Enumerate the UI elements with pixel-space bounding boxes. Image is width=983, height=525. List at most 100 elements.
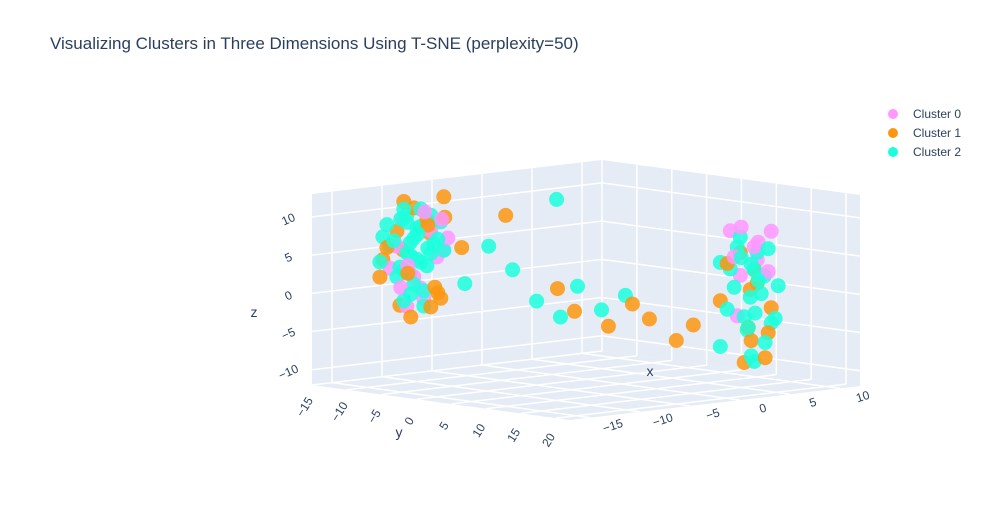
point-cluster-1[interactable] xyxy=(685,317,701,333)
point-cluster-2[interactable] xyxy=(430,231,446,247)
z-gridline-side xyxy=(601,334,861,372)
point-cluster-2[interactable] xyxy=(505,262,521,278)
x-axis-title: x xyxy=(647,363,654,379)
point-cluster-1[interactable] xyxy=(743,333,759,349)
x-gridline-floor xyxy=(331,381,591,419)
point-cluster-2[interactable] xyxy=(743,256,759,272)
legend-item-cluster-1[interactable]: Cluster 1 xyxy=(884,123,961,142)
y-gridline-floor xyxy=(451,369,742,405)
x-gridline-floor xyxy=(581,352,841,390)
y-axis-title: y xyxy=(396,424,403,440)
point-cluster-2[interactable] xyxy=(393,211,409,227)
point-cluster-1[interactable] xyxy=(427,279,443,295)
point-cluster-1[interactable] xyxy=(498,207,514,223)
point-cluster-1[interactable] xyxy=(624,296,640,312)
point-cluster-1[interactable] xyxy=(423,299,439,315)
point-cluster-2[interactable] xyxy=(760,241,776,257)
point-cluster-2[interactable] xyxy=(770,278,786,294)
x-gridline-floor xyxy=(531,358,791,395)
point-cluster-0[interactable] xyxy=(417,204,433,220)
y-tick-label: 0 xyxy=(401,414,417,427)
z-tick-label: 10 xyxy=(279,210,297,228)
y-tick-label: −15 xyxy=(293,394,316,419)
point-cluster-2[interactable] xyxy=(372,254,388,270)
scene-points xyxy=(372,189,786,370)
point-cluster-2[interactable] xyxy=(457,276,473,292)
y-tick-label: 15 xyxy=(504,426,523,445)
x-gridline-floor xyxy=(381,376,641,413)
y-gridline-floor xyxy=(311,350,603,386)
point-cluster-2[interactable] xyxy=(386,233,402,249)
legend: Cluster 0 Cluster 1 Cluster 2 xyxy=(884,104,961,161)
z-gridline-side xyxy=(601,182,861,219)
y-gridline-floor xyxy=(555,383,847,419)
point-cluster-1[interactable] xyxy=(550,281,565,297)
point-cluster-0[interactable] xyxy=(434,211,450,227)
point-cluster-2[interactable] xyxy=(743,348,759,364)
legend-item-cluster-2[interactable]: Cluster 2 xyxy=(884,142,961,161)
point-cluster-1[interactable] xyxy=(567,303,582,319)
point-cluster-1[interactable] xyxy=(757,350,773,366)
x-tick-label: 10 xyxy=(854,388,871,406)
point-cluster-2[interactable] xyxy=(553,309,568,325)
z-gridline-back xyxy=(311,258,603,295)
y-gridline-floor xyxy=(381,359,672,396)
x-tick-label: 0 xyxy=(757,400,768,415)
point-cluster-1[interactable] xyxy=(641,311,657,327)
point-cluster-1[interactable] xyxy=(668,333,684,348)
z-gridline-side xyxy=(601,220,861,257)
point-cluster-2[interactable] xyxy=(767,310,783,326)
point-cluster-1[interactable] xyxy=(600,318,616,334)
point-cluster-1[interactable] xyxy=(420,217,436,233)
legend-marker-cluster-1 xyxy=(888,127,898,138)
z-gridline-side xyxy=(601,258,861,296)
z-tick-label: −5 xyxy=(279,325,297,343)
point-cluster-2[interactable] xyxy=(726,279,742,295)
z-gridline-back xyxy=(311,296,603,333)
point-cluster-0[interactable] xyxy=(763,223,779,239)
z-gridline-back xyxy=(311,334,603,371)
z-gridline-back xyxy=(311,220,603,256)
point-cluster-2[interactable] xyxy=(570,278,585,294)
point-cluster-2[interactable] xyxy=(529,293,545,309)
point-cluster-2[interactable] xyxy=(549,191,565,207)
point-cluster-1[interactable] xyxy=(400,265,416,281)
point-cluster-2[interactable] xyxy=(410,226,426,242)
legend-item-cluster-0[interactable]: Cluster 0 xyxy=(884,104,961,123)
point-cluster-2[interactable] xyxy=(750,272,766,288)
point-cluster-2[interactable] xyxy=(712,339,728,354)
legend-label-cluster-0: Cluster 0 xyxy=(913,106,962,121)
x-gridline-floor xyxy=(481,364,741,401)
y-tick-label: −5 xyxy=(365,407,384,426)
point-cluster-0[interactable] xyxy=(733,219,749,235)
point-cluster-1[interactable] xyxy=(403,309,419,325)
point-cluster-2[interactable] xyxy=(403,286,419,302)
point-cluster-2[interactable] xyxy=(740,319,756,335)
z-tick-label: 5 xyxy=(282,250,294,266)
z-gridline-back xyxy=(311,182,603,218)
scene-walls xyxy=(312,160,860,420)
y-tick-label: 5 xyxy=(436,419,452,432)
y-gridline-floor xyxy=(346,354,637,391)
point-cluster-2[interactable] xyxy=(413,254,429,270)
point-cluster-0[interactable] xyxy=(760,264,776,280)
point-cluster-1[interactable] xyxy=(372,269,388,285)
point-cluster-2[interactable] xyxy=(481,238,497,254)
point-cluster-2[interactable] xyxy=(753,286,769,302)
y-tick-label: 10 xyxy=(469,421,488,440)
chart-title: Visualizing Clusters in Three Dimensions… xyxy=(50,34,579,53)
point-cluster-1[interactable] xyxy=(454,240,470,256)
point-cluster-2[interactable] xyxy=(420,240,436,256)
point-cluster-2[interactable] xyxy=(747,305,763,321)
legend-label-cluster-1: Cluster 1 xyxy=(913,125,962,140)
point-cluster-2[interactable] xyxy=(719,301,735,317)
point-cluster-1[interactable] xyxy=(436,189,452,205)
point-cluster-2[interactable] xyxy=(379,217,395,233)
z-tick-label: 0 xyxy=(282,288,294,304)
point-cluster-2[interactable] xyxy=(594,302,609,318)
y-gridline-floor xyxy=(486,373,777,410)
point-cluster-2[interactable] xyxy=(757,335,773,350)
point-cluster-2[interactable] xyxy=(436,242,452,258)
left-wall xyxy=(312,194,570,420)
